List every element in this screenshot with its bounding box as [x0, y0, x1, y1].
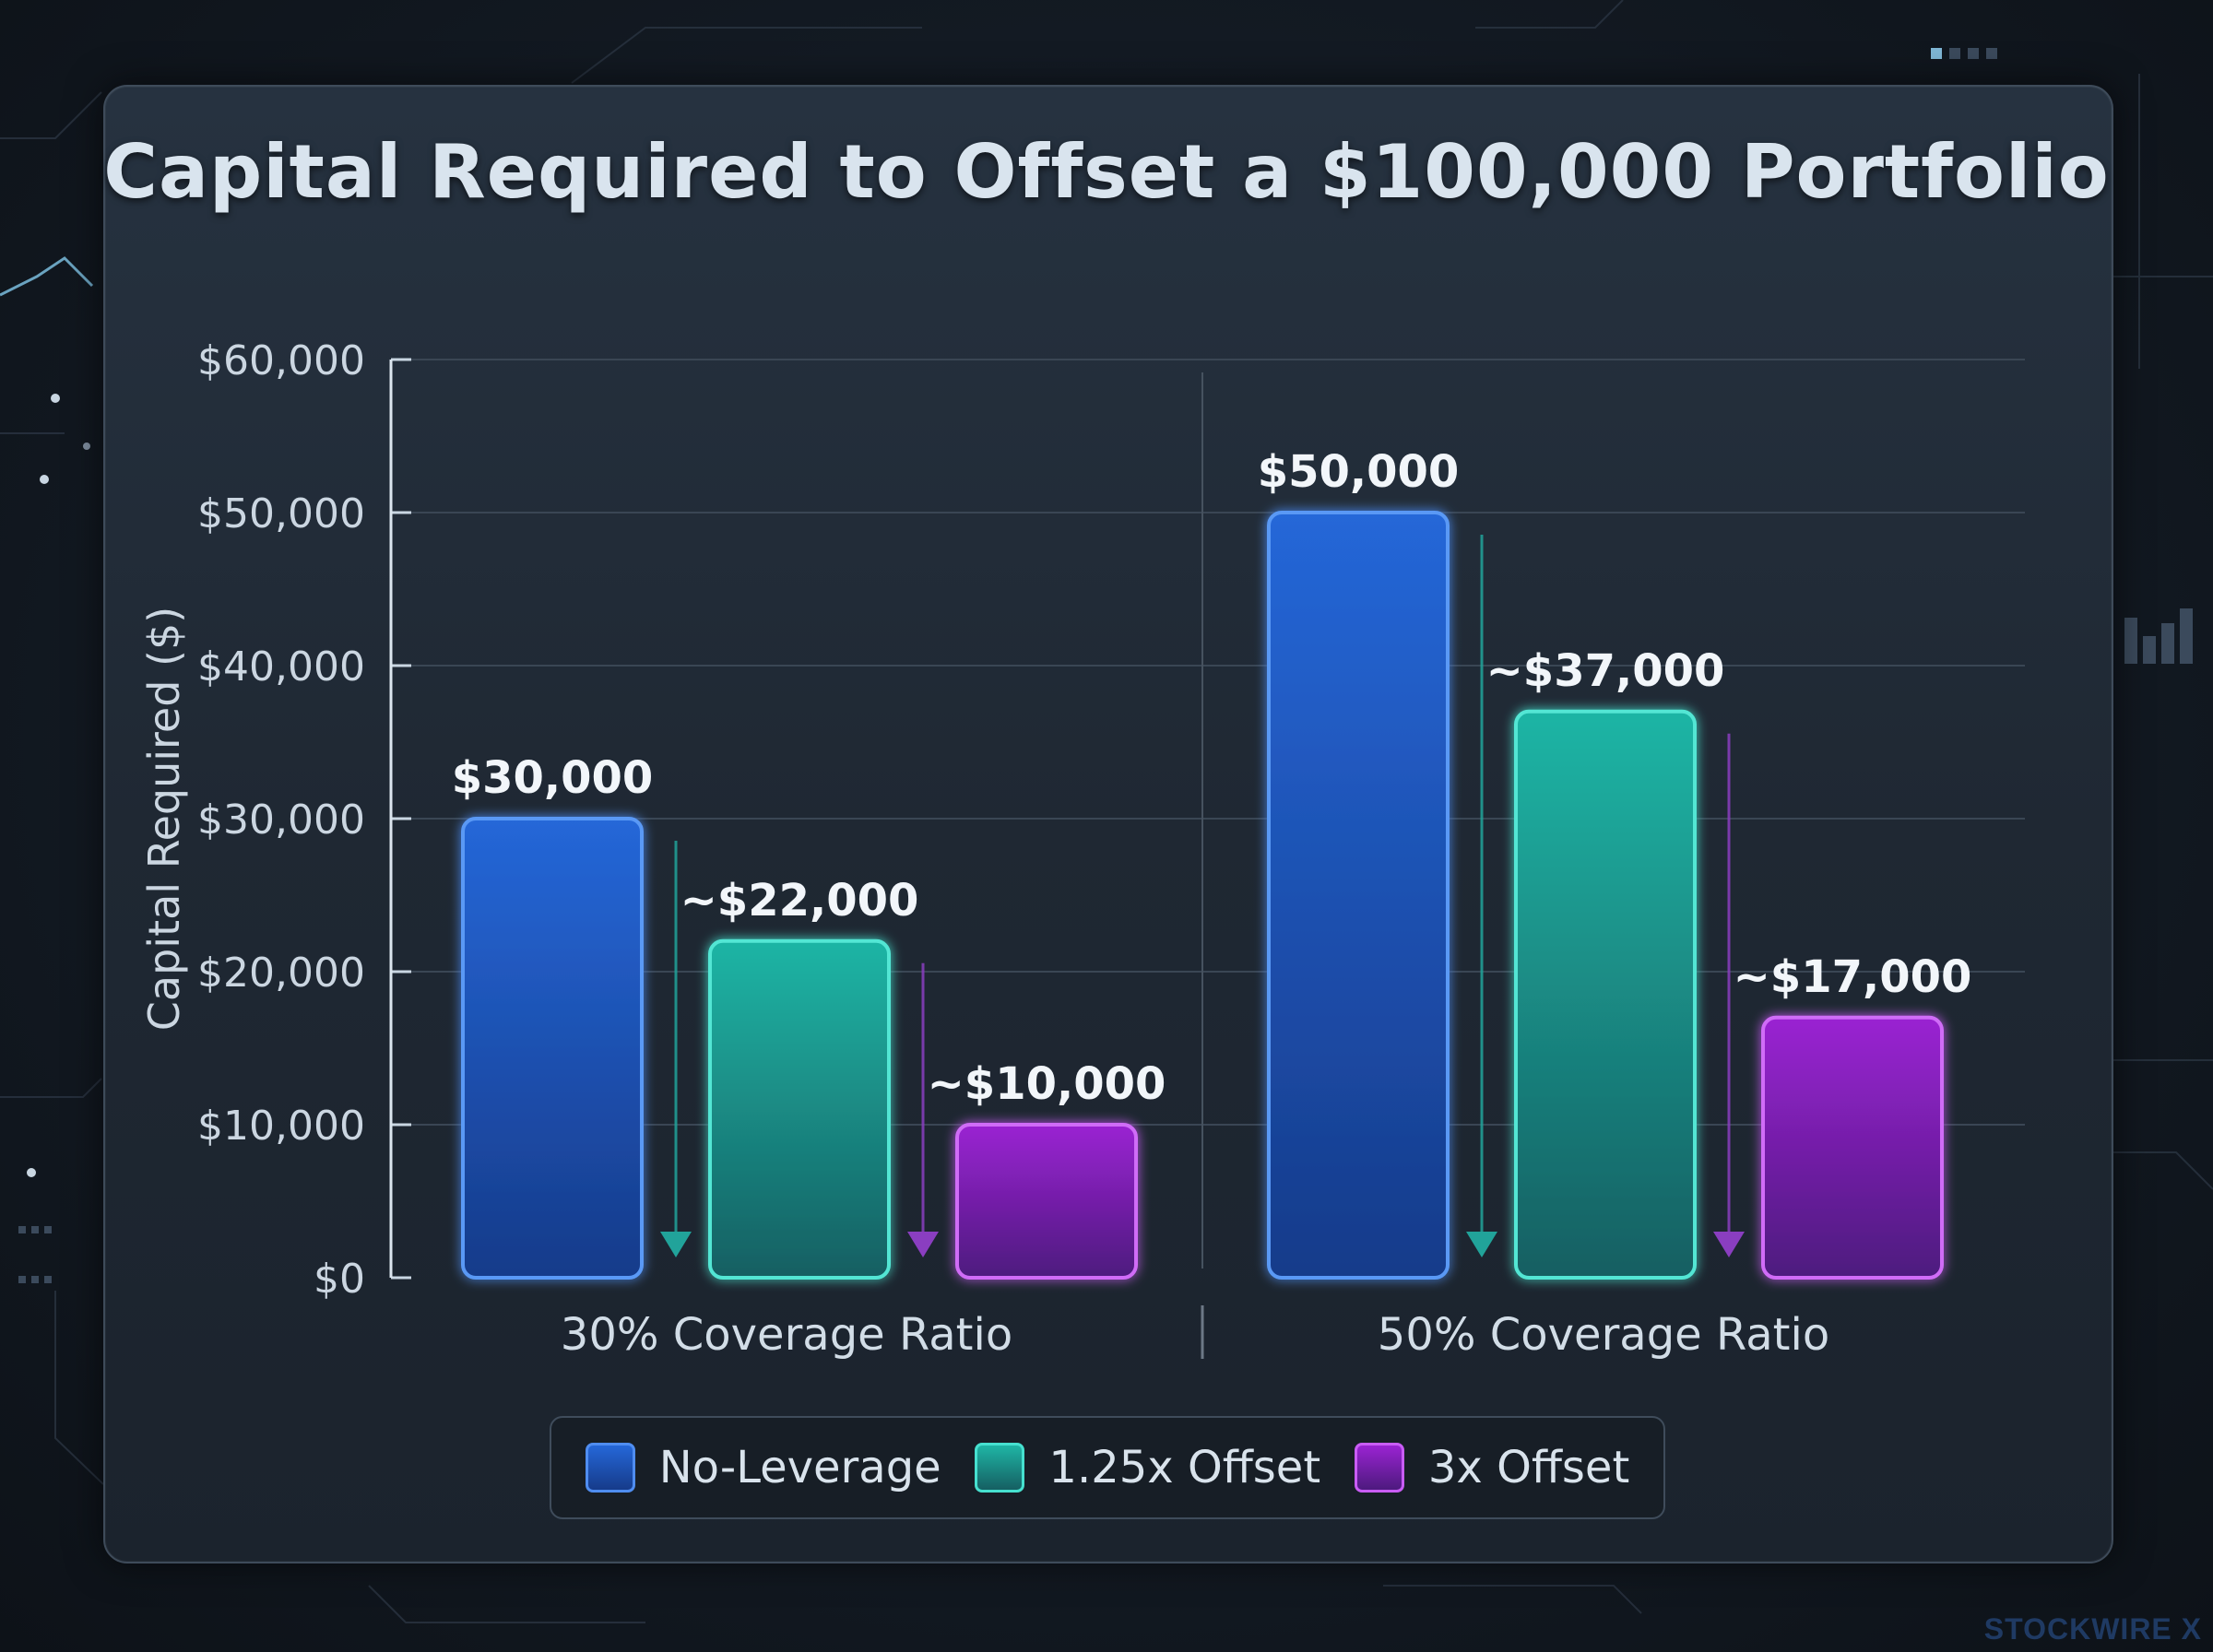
bar-value-label: ~$17,000 — [1734, 951, 1972, 1003]
chart-title: Capital Required to Offset a $100,000 Po… — [103, 129, 2110, 215]
bar-value-label: ~$10,000 — [928, 1058, 1166, 1110]
y-tick-label: $50,000 — [197, 490, 365, 537]
legend-item-no-leverage: No-Leverage — [585, 1442, 941, 1493]
bar-value-label: ~$22,000 — [680, 875, 919, 926]
bar-no-leverage-1 — [461, 817, 644, 1280]
reduction-arrow-head — [907, 1232, 939, 1257]
bar-1-25x-offset-2 — [1514, 709, 1697, 1280]
reduction-arrow-head — [1466, 1232, 1497, 1257]
legend-swatch-teal — [975, 1443, 1025, 1493]
bar-3x-offset-2 — [1761, 1015, 1944, 1280]
y-tick-label: $20,000 — [197, 950, 365, 997]
y-axis-label: Capital Required ($) — [139, 607, 189, 1031]
x-category-label: 50% Coverage Ratio — [1378, 1309, 1829, 1361]
bar-1-25x-offset-1 — [708, 938, 891, 1280]
legend-item-3x-offset: 3x Offset — [1354, 1442, 1630, 1493]
bar-value-label: $30,000 — [452, 752, 654, 804]
legend: No-Leverage 1.25x Offset 3x Offset — [550, 1416, 1665, 1519]
chart-panel — [103, 85, 2113, 1564]
legend-label: 3x Offset — [1427, 1442, 1630, 1493]
legend-label: 1.25x Offset — [1048, 1442, 1321, 1493]
y-tick-label: $30,000 — [197, 796, 365, 844]
legend-item-1-25x-offset: 1.25x Offset — [975, 1442, 1320, 1493]
legend-label: No-Leverage — [658, 1442, 941, 1493]
reduction-arrow-head — [1713, 1232, 1745, 1257]
reduction-arrow-head — [660, 1232, 692, 1257]
bar-value-label: ~$37,000 — [1486, 645, 1725, 697]
x-category-label: 30% Coverage Ratio — [561, 1309, 1012, 1361]
bar-value-label: $50,000 — [1258, 446, 1460, 498]
y-tick-label: $40,000 — [197, 643, 365, 690]
bar-no-leverage-2 — [1267, 511, 1450, 1280]
legend-swatch-purple — [1354, 1443, 1404, 1493]
legend-swatch-blue — [585, 1443, 635, 1493]
bar-3x-offset-1 — [955, 1123, 1138, 1280]
y-tick-label: $0 — [314, 1256, 365, 1303]
watermark-logo: STOCKWIRE X — [1983, 1612, 2202, 1646]
y-tick-label: $10,000 — [197, 1103, 365, 1150]
y-tick-label: $60,000 — [197, 337, 365, 384]
